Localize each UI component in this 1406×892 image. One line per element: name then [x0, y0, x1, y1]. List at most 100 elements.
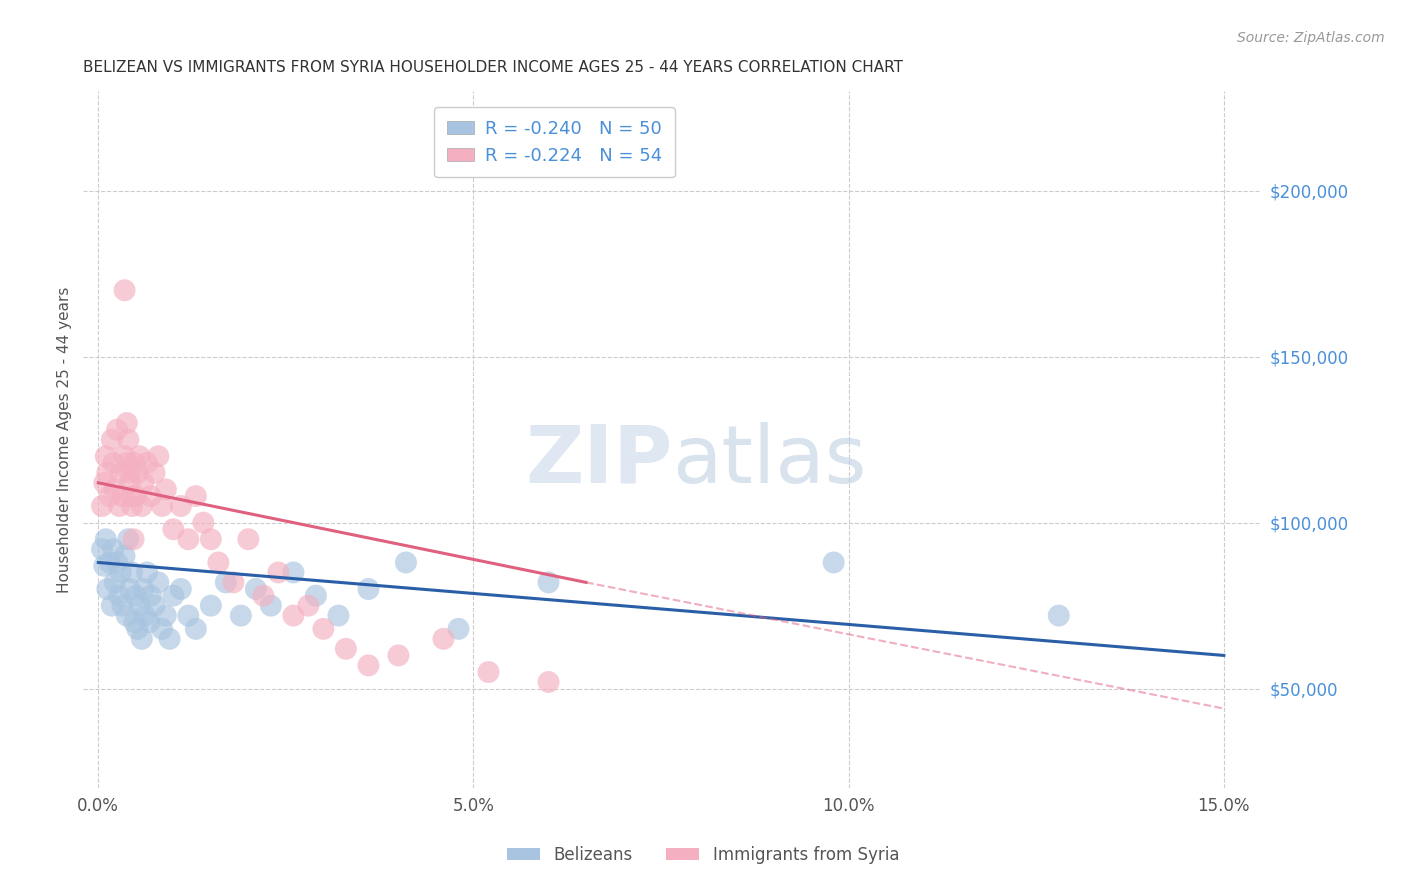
Point: [143, 466, 166, 480]
Point: [1047, 608, 1070, 623]
Point: [115, 456, 138, 470]
Legend: Belizeans, Immigrants from Syria: Belizeans, Immigrants from Syria: [501, 839, 905, 871]
Point: [131, 632, 153, 646]
Point: [335, 641, 357, 656]
Point: [387, 648, 409, 663]
Point: [170, 499, 193, 513]
Point: [193, 516, 215, 530]
Point: [222, 575, 245, 590]
Point: [98, 489, 121, 503]
Point: [200, 599, 222, 613]
Point: [447, 622, 470, 636]
Point: [91, 542, 114, 557]
Point: [120, 489, 142, 503]
Point: [155, 608, 177, 623]
Point: [115, 608, 138, 623]
Point: [170, 582, 193, 596]
Point: [91, 499, 114, 513]
Point: [138, 615, 160, 630]
Point: [118, 582, 141, 596]
Point: [96, 466, 118, 480]
Point: [103, 542, 125, 557]
Point: [128, 449, 150, 463]
Text: BELIZEAN VS IMMIGRANTS FROM SYRIA HOUSEHOLDER INCOME AGES 25 - 44 YEARS CORRELAT: BELIZEAN VS IMMIGRANTS FROM SYRIA HOUSEH…: [83, 60, 903, 75]
Point: [105, 423, 128, 437]
Point: [132, 475, 155, 490]
Point: [127, 466, 149, 480]
Point: [104, 483, 127, 497]
Point: [121, 499, 143, 513]
Point: [118, 466, 141, 480]
Y-axis label: Householder Income Ages 25 - 44 years: Householder Income Ages 25 - 44 years: [58, 286, 72, 593]
Point: [136, 456, 159, 470]
Point: [139, 489, 162, 503]
Point: [124, 456, 146, 470]
Point: [267, 566, 290, 580]
Point: [537, 575, 560, 590]
Point: [93, 558, 115, 573]
Point: [150, 499, 173, 513]
Point: [229, 608, 252, 623]
Point: [477, 665, 499, 679]
Point: [200, 533, 222, 547]
Point: [128, 599, 150, 613]
Point: [114, 283, 136, 297]
Point: [139, 589, 162, 603]
Point: [184, 489, 207, 503]
Point: [101, 433, 124, 447]
Point: [305, 589, 328, 603]
Point: [312, 622, 335, 636]
Point: [134, 608, 156, 623]
Point: [115, 416, 138, 430]
Point: [124, 615, 146, 630]
Point: [245, 582, 267, 596]
Point: [110, 466, 132, 480]
Legend: R = -0.240   N = 50, R = -0.224   N = 54: R = -0.240 N = 50, R = -0.224 N = 54: [434, 107, 675, 178]
Point: [108, 499, 131, 513]
Point: [283, 608, 305, 623]
Point: [93, 475, 115, 490]
Point: [215, 575, 238, 590]
Point: [114, 449, 136, 463]
Point: [537, 675, 560, 690]
Point: [105, 556, 128, 570]
Point: [823, 556, 845, 570]
Point: [96, 582, 118, 596]
Point: [110, 566, 132, 580]
Point: [159, 632, 181, 646]
Point: [357, 658, 380, 673]
Point: [98, 556, 121, 570]
Text: ZIP: ZIP: [524, 422, 672, 500]
Point: [432, 632, 454, 646]
Point: [117, 533, 139, 547]
Point: [125, 589, 148, 603]
Point: [121, 566, 143, 580]
Point: [357, 582, 380, 596]
Point: [104, 575, 127, 590]
Point: [114, 549, 136, 563]
Point: [127, 622, 149, 636]
Point: [117, 433, 139, 447]
Point: [328, 608, 350, 623]
Point: [150, 622, 173, 636]
Point: [94, 449, 117, 463]
Point: [162, 589, 184, 603]
Point: [101, 599, 124, 613]
Text: Source: ZipAtlas.com: Source: ZipAtlas.com: [1237, 31, 1385, 45]
Point: [118, 475, 141, 490]
Point: [131, 499, 153, 513]
Point: [125, 489, 148, 503]
Point: [155, 483, 177, 497]
Text: atlas: atlas: [672, 422, 866, 500]
Point: [132, 582, 155, 596]
Point: [143, 599, 166, 613]
Point: [252, 589, 274, 603]
Point: [283, 566, 305, 580]
Point: [184, 622, 207, 636]
Point: [108, 589, 131, 603]
Point: [94, 533, 117, 547]
Point: [238, 533, 260, 547]
Point: [136, 566, 159, 580]
Point: [177, 608, 200, 623]
Point: [260, 599, 283, 613]
